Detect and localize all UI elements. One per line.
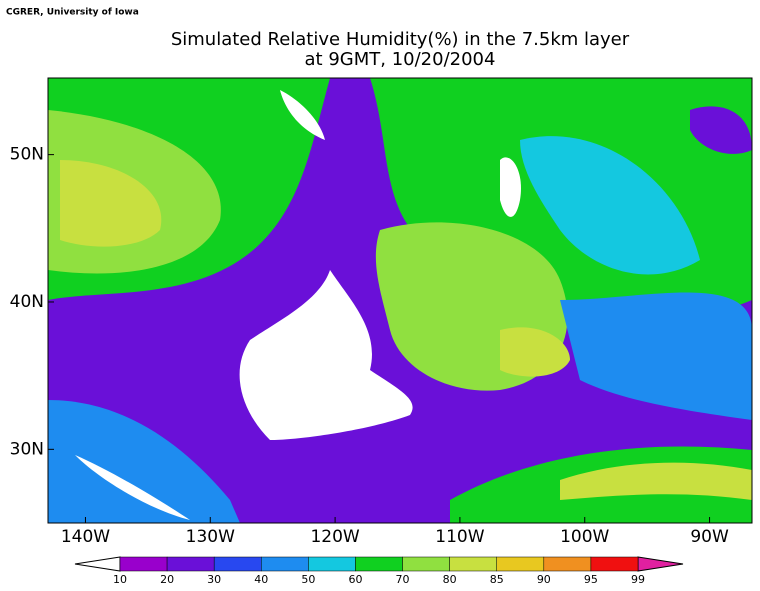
y-tick-label: 50N [10,145,44,165]
colorbar-label: 90 [537,573,551,586]
colorbar-label: 95 [584,573,598,586]
colorbar: 10 20 30 40 50 60 70 80 85 90 95 99 [74,556,684,586]
humidity-field [48,78,752,523]
colorbar-segment [308,556,356,572]
colorbar-label: 30 [207,573,221,586]
colorbar-label: 99 [631,573,645,586]
subtitle: at 9GMT, 10/20/2004 [305,49,496,70]
colorbar-segment [355,556,403,572]
axes: 140W 130W 120W 110W 100W 90W 30N 40N 50N [10,145,729,547]
colorbar-label: 20 [160,573,174,586]
colorbar-low-arrow [74,556,121,572]
colorbar-segment [166,556,215,572]
title: Simulated Relative Humidity(%) in the 7.… [171,29,630,50]
colorbar-segment [590,556,639,572]
colorbar-segment [261,556,309,572]
x-tick-label: 140W [61,527,110,547]
colorbar-label: 50 [301,573,315,586]
colorbar-segment [402,556,450,572]
colorbar-segment [213,556,262,572]
x-tick-label: 90W [690,527,729,547]
credit: CGRER, University of Iowa [6,8,139,18]
colorbar-segment [119,556,168,572]
colorbar-label: 60 [348,573,362,586]
x-tick-label: 110W [435,527,484,547]
colorbar-label: 80 [443,573,457,586]
colorbar-label: 40 [254,573,268,586]
y-tick-label: 40N [10,292,44,312]
map-frame [47,77,753,524]
colorbar-label: 85 [490,573,504,586]
colorbar-segment [449,556,497,572]
colorbar-segment [496,556,545,572]
x-tick-label: 120W [310,527,359,547]
x-tick-label: 100W [560,527,609,547]
y-tick-label: 30N [10,439,44,459]
colorbar-high-arrow [637,556,684,572]
colorbar-segment [543,556,592,572]
colorbar-label: 70 [396,573,410,586]
x-tick-label: 130W [186,527,235,547]
colorbar-label: 10 [113,573,127,586]
